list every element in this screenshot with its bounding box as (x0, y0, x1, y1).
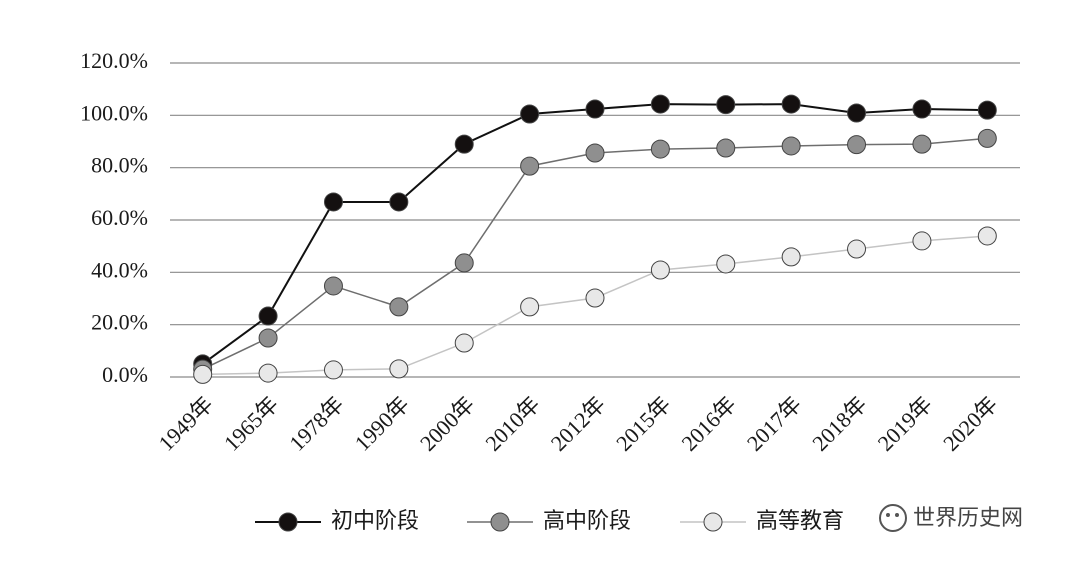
legend-label: 高中阶段 (543, 508, 631, 533)
data-point (716, 95, 736, 115)
data-point (454, 333, 474, 353)
x-tick-label: 2017年 (742, 391, 806, 455)
x-tick-label: 2000年 (415, 391, 479, 455)
data-point (716, 138, 736, 158)
y-tick-label: 20.0% (91, 310, 148, 335)
y-tick-label: 40.0% (91, 257, 148, 282)
data-point (977, 100, 997, 120)
data-point (258, 363, 278, 383)
data-point (912, 231, 932, 251)
data-point (454, 134, 474, 154)
y-tick-label: 80.0% (91, 153, 148, 178)
watermark-text: 世界历史网 (913, 506, 1023, 531)
x-tick-label: 1949年 (153, 391, 217, 455)
data-point (323, 192, 343, 212)
series-line (202, 137, 988, 370)
data-point (847, 239, 867, 259)
data-point (323, 360, 343, 380)
legend-marker (278, 512, 298, 532)
x-tick-label: 2010年 (480, 391, 544, 455)
y-tick-label: 0.0% (102, 362, 148, 387)
watermark-icon (879, 504, 907, 532)
y-tick-label: 100.0% (80, 100, 148, 125)
data-point (520, 156, 540, 176)
data-point (454, 253, 474, 273)
data-point (193, 364, 213, 384)
data-point (258, 306, 278, 326)
data-point (650, 139, 670, 159)
data-point (781, 94, 801, 114)
data-point (585, 143, 605, 163)
y-tick-label: 120.0% (80, 48, 148, 73)
watermark-icon-dot (895, 513, 899, 517)
x-tick-label: 2012年 (546, 391, 610, 455)
x-tick-label: 1990年 (350, 391, 414, 455)
x-tick-label: 2018年 (807, 391, 871, 455)
data-point (389, 297, 409, 317)
data-point (650, 260, 670, 280)
data-point (520, 104, 540, 124)
y-tick-label: 60.0% (91, 205, 148, 230)
legend-label: 高等教育 (756, 508, 844, 533)
data-point (716, 254, 736, 274)
data-point (323, 276, 343, 296)
x-tick-label: 1965年 (219, 391, 283, 455)
data-point (389, 359, 409, 379)
legend-label: 初中阶段 (331, 508, 419, 533)
data-point (258, 328, 278, 348)
data-point (847, 103, 867, 123)
legend-marker (703, 512, 723, 532)
x-tick-label: 2015年 (611, 391, 675, 455)
watermark-icon-dot (886, 513, 890, 517)
x-tick-label: 2019年 (873, 391, 937, 455)
data-point (389, 192, 409, 212)
data-point (781, 247, 801, 267)
data-point (781, 136, 801, 156)
data-point (912, 99, 932, 119)
data-point (520, 297, 540, 317)
data-point (585, 99, 605, 119)
watermark: 世界历史网 (879, 504, 1023, 532)
data-point (977, 128, 997, 148)
legend-marker (490, 512, 510, 532)
data-point (847, 135, 867, 155)
data-point (912, 134, 932, 154)
x-tick-label: 2020年 (938, 391, 1002, 455)
data-point (585, 288, 605, 308)
data-point (650, 94, 670, 114)
data-point (977, 226, 997, 246)
x-tick-label: 2016年 (677, 391, 741, 455)
x-tick-label: 1978年 (284, 391, 348, 455)
